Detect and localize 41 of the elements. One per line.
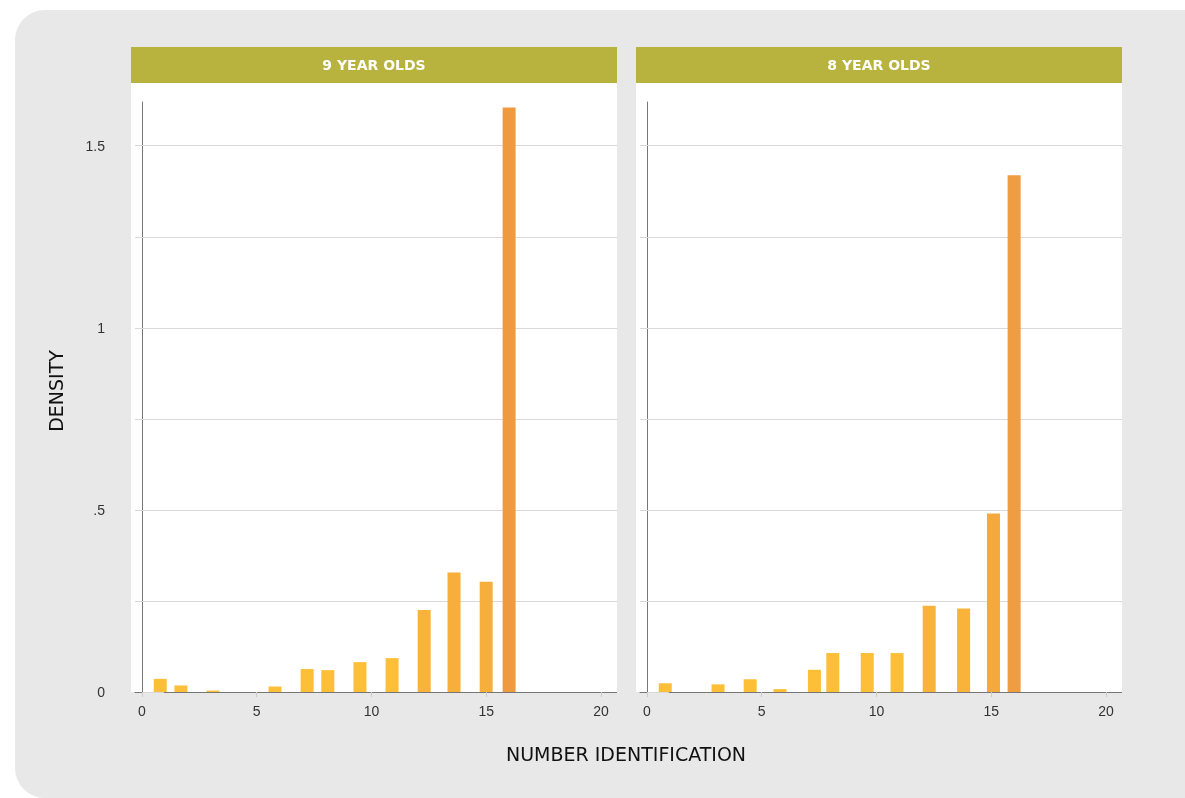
- bar: [743, 679, 757, 692]
- chart-title: 9 YEAR OLDS: [131, 47, 617, 83]
- chart-title: 8 YEAR OLDS: [636, 47, 1122, 83]
- bar: [321, 670, 335, 692]
- x-tick-label: 20: [1098, 703, 1114, 719]
- bar: [385, 658, 399, 692]
- bar: [479, 581, 493, 692]
- x-tick-label: 15: [983, 703, 1000, 719]
- x-tick-label: 20: [593, 703, 609, 719]
- x-tick-label: 15: [478, 703, 495, 719]
- bar: [807, 669, 821, 692]
- bar: [826, 653, 840, 692]
- bar: [153, 678, 167, 692]
- bar: [502, 107, 516, 692]
- bar: [174, 685, 188, 692]
- bar: [890, 653, 904, 692]
- bar: [268, 686, 282, 692]
- bar: [353, 662, 367, 692]
- bar: [417, 610, 431, 692]
- x-axis-title: NUMBER IDENTIFICATION: [504, 743, 748, 765]
- y-tick-label: 0: [97, 684, 106, 700]
- y-tick-label: 1.5: [85, 137, 106, 154]
- y-tick-label: 1: [97, 319, 106, 336]
- y-tick-label: .5: [93, 501, 106, 518]
- bar: [300, 669, 314, 692]
- bar: [860, 653, 874, 692]
- x-tick-label: 10: [363, 703, 380, 719]
- bar: [922, 605, 936, 692]
- x-tick-label: 0: [642, 703, 651, 719]
- x-tick-label: 10: [868, 703, 885, 719]
- bar: [658, 683, 672, 692]
- x-tick-label: 5: [252, 703, 261, 719]
- bar: [957, 608, 971, 692]
- bar: [986, 513, 1000, 692]
- bar: [711, 684, 725, 692]
- y-axis-title: DENSITY: [45, 350, 67, 432]
- bar: [773, 689, 787, 692]
- bar: [1007, 175, 1021, 692]
- x-tick-label: 0: [137, 703, 146, 719]
- bar: [447, 572, 461, 692]
- x-tick-label: 5: [757, 703, 766, 719]
